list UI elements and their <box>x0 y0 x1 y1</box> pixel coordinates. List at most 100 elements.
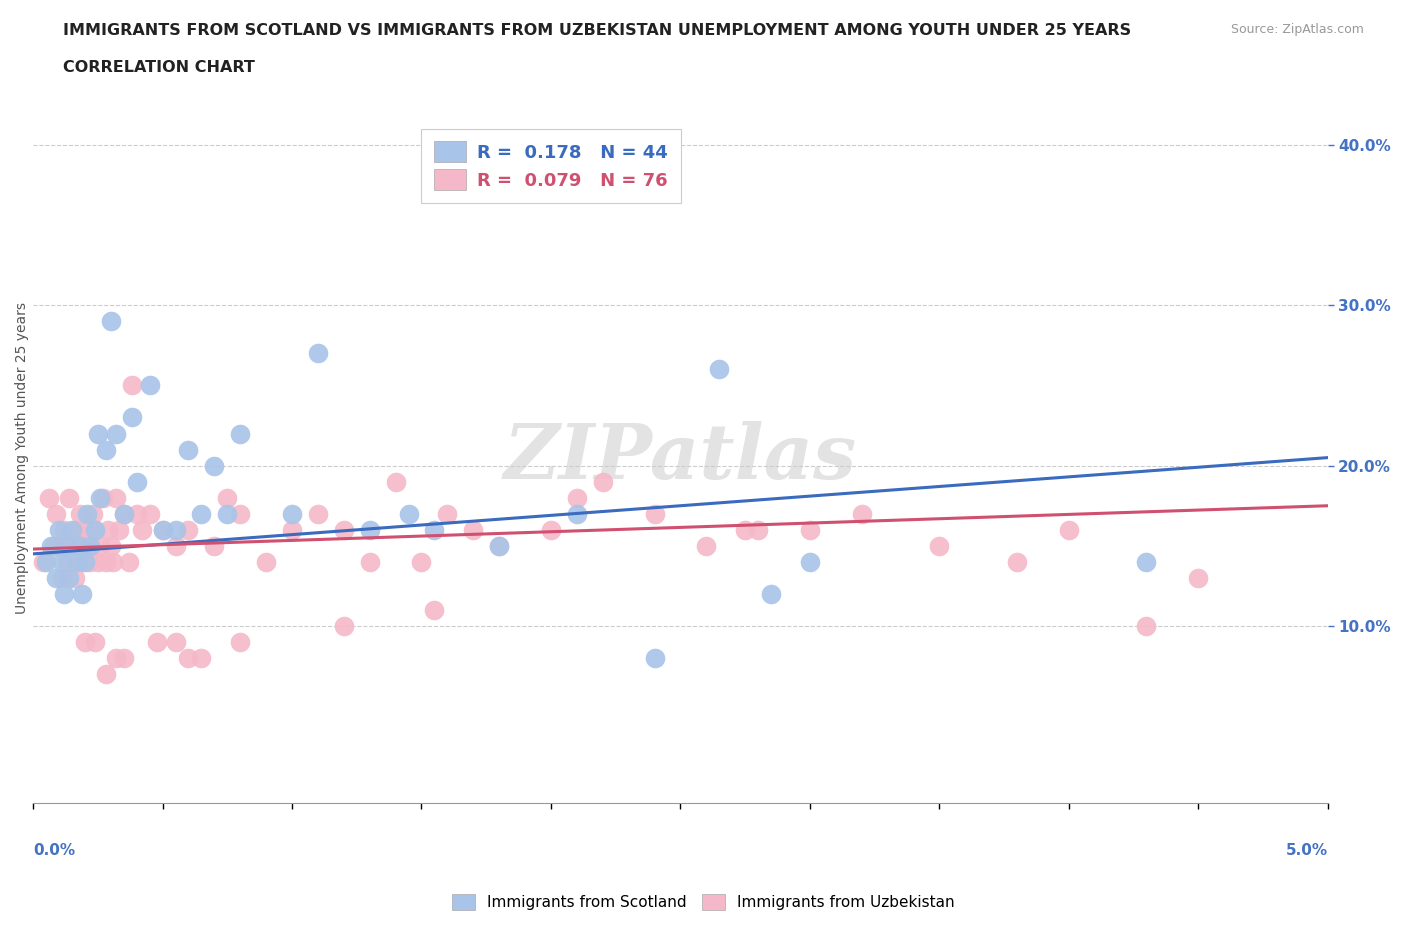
Point <box>32 554 55 569</box>
Point <box>94 667 117 682</box>
Point <box>104 651 127 666</box>
Point <box>229 426 252 441</box>
Point <box>53 523 76 538</box>
Point <box>84 634 107 649</box>
Point <box>131 523 153 538</box>
Point <box>118 554 141 569</box>
Text: ZIPatlas: ZIPatlas <box>503 420 858 495</box>
Legend: Immigrants from Scotland, Immigrants from Uzbekistan: Immigrants from Scotland, Immigrants fro… <box>444 886 962 918</box>
Point <box>644 651 666 666</box>
Point <box>72 587 94 602</box>
Point <box>165 634 187 649</box>
Point <box>333 618 356 633</box>
Point <box>359 523 381 538</box>
Point <box>202 458 225 473</box>
Point <box>1135 618 1157 633</box>
Point <box>42 538 65 553</box>
Point <box>100 313 122 328</box>
Text: 0.0%: 0.0% <box>34 843 76 857</box>
Point <box>55 538 77 553</box>
Point <box>281 506 304 521</box>
Point <box>565 490 588 505</box>
Text: CORRELATION CHART: CORRELATION CHART <box>63 60 254 75</box>
Point <box>384 474 406 489</box>
Point <box>89 490 111 505</box>
Point <box>73 523 96 538</box>
Point <box>58 490 80 505</box>
Point <box>60 538 83 553</box>
Point <box>69 506 91 521</box>
Point <box>48 523 70 538</box>
Point <box>463 523 485 538</box>
Point <box>104 490 127 505</box>
Point <box>488 538 510 553</box>
Point <box>55 554 77 569</box>
Point <box>138 506 160 521</box>
Point <box>202 538 225 553</box>
Point <box>190 506 212 521</box>
Point <box>91 490 114 505</box>
Point <box>190 651 212 666</box>
Point <box>60 523 83 538</box>
Point <box>84 523 107 538</box>
Point <box>759 587 782 602</box>
Point <box>63 570 86 585</box>
Point <box>152 523 174 538</box>
Text: 5.0%: 5.0% <box>1285 843 1327 857</box>
Point <box>35 554 58 569</box>
Point <box>38 490 60 505</box>
Point <box>217 490 239 505</box>
Point <box>125 474 148 489</box>
Point <box>177 651 200 666</box>
Point <box>87 554 110 569</box>
Point <box>72 554 94 569</box>
Point <box>112 506 135 521</box>
Point <box>39 538 62 553</box>
Point <box>73 634 96 649</box>
Text: IMMIGRANTS FROM SCOTLAND VS IMMIGRANTS FROM UZBEKISTAN UNEMPLOYMENT AMONG YOUTH : IMMIGRANTS FROM SCOTLAND VS IMMIGRANTS F… <box>63 23 1132 38</box>
Point <box>1057 523 1080 538</box>
Point <box>79 554 101 569</box>
Point <box>644 506 666 521</box>
Point <box>53 587 76 602</box>
Point <box>217 506 239 521</box>
Point <box>734 523 756 538</box>
Point <box>89 538 111 553</box>
Point <box>112 506 135 521</box>
Point <box>540 523 562 538</box>
Point <box>177 442 200 457</box>
Point <box>76 538 98 553</box>
Point <box>565 506 588 521</box>
Point <box>58 570 80 585</box>
Point <box>152 523 174 538</box>
Point <box>82 506 104 521</box>
Point <box>79 538 101 553</box>
Point <box>1135 554 1157 569</box>
Point <box>104 426 127 441</box>
Point <box>165 538 187 553</box>
Point <box>84 523 107 538</box>
Point <box>799 554 821 569</box>
Point <box>146 634 169 649</box>
Point <box>423 523 446 538</box>
Point <box>307 346 329 361</box>
Point <box>69 538 91 553</box>
Text: Source: ZipAtlas.com: Source: ZipAtlas.com <box>1230 23 1364 36</box>
Point <box>94 554 117 569</box>
Point <box>229 634 252 649</box>
Point <box>229 506 252 521</box>
Point <box>121 410 143 425</box>
Point <box>799 523 821 538</box>
Point <box>398 506 420 521</box>
Point <box>254 554 277 569</box>
Point <box>103 554 125 569</box>
Point <box>709 362 731 377</box>
Point <box>851 506 873 521</box>
Point <box>747 523 769 538</box>
Legend: R =  0.178   N = 44, R =  0.079   N = 76: R = 0.178 N = 44, R = 0.079 N = 76 <box>422 128 681 203</box>
Point <box>592 474 614 489</box>
Point <box>121 378 143 392</box>
Point <box>45 506 67 521</box>
Point <box>436 506 458 521</box>
Point <box>1187 570 1209 585</box>
